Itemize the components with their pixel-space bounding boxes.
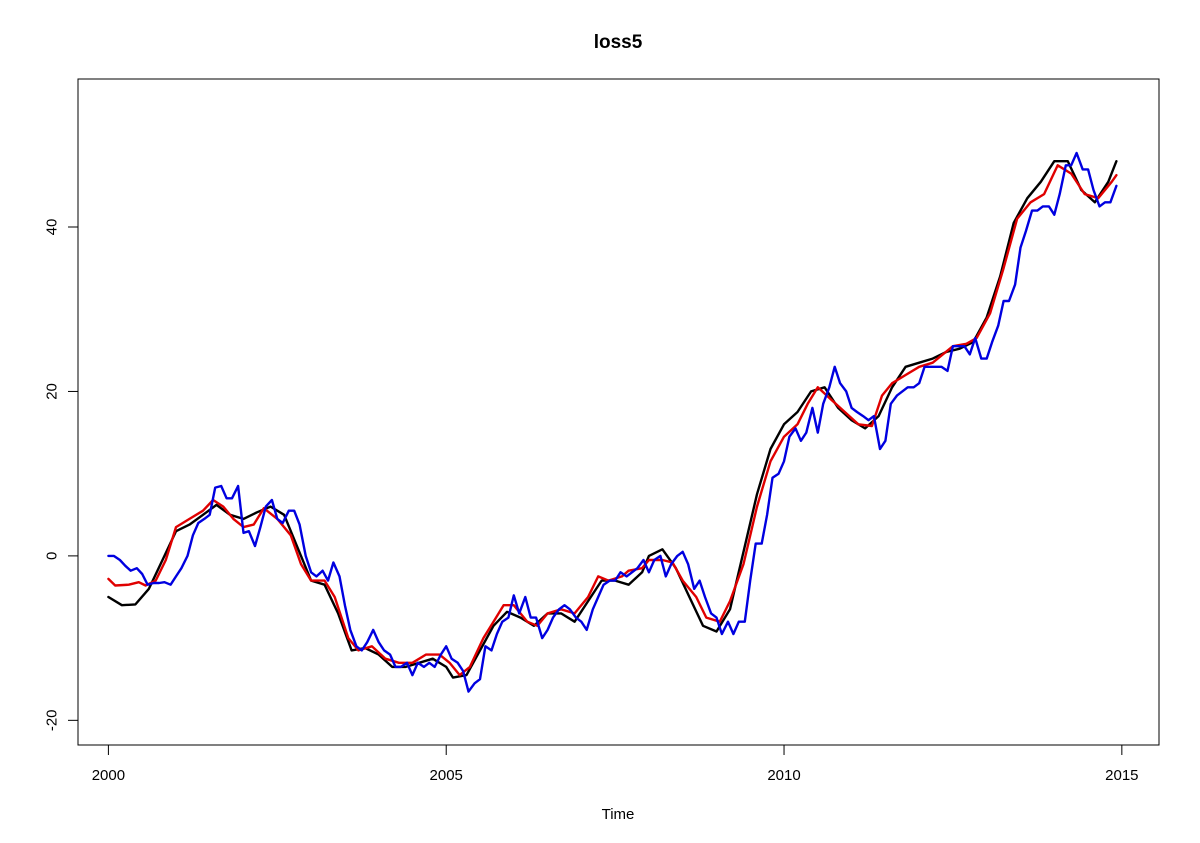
x-tick-label: 2000 (92, 767, 125, 784)
x-axis: 2000 2005 2010 2015 (92, 744, 1139, 784)
series-line-2 (107, 164, 1118, 677)
series-line-3 (107, 151, 1118, 693)
y-tick-label: -20 (44, 709, 61, 731)
x-tick-label: 2015 (1105, 767, 1138, 784)
x-tick-label: 2010 (767, 767, 800, 784)
y-tick-label: 40 (44, 219, 61, 236)
x-axis-label: Time (602, 806, 635, 823)
chart-title: loss5 (594, 32, 643, 53)
x-tick-label: 2005 (430, 767, 463, 784)
y-tick-label: 20 (44, 383, 61, 400)
series-line-1 (107, 160, 1118, 679)
y-axis: -20 0 20 40 (44, 219, 79, 731)
y-tick-label: 0 (44, 552, 61, 560)
plot-frame (77, 78, 1160, 746)
series-layer (107, 151, 1118, 693)
